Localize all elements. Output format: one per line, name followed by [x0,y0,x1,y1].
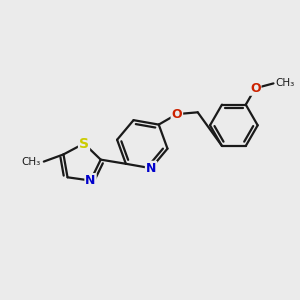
Text: O: O [250,82,260,95]
Text: CH₃: CH₃ [275,78,294,88]
Text: N: N [85,174,96,187]
Text: CH₃: CH₃ [21,157,40,166]
Text: N: N [146,162,156,175]
Text: S: S [79,136,89,151]
Text: O: O [172,108,182,121]
